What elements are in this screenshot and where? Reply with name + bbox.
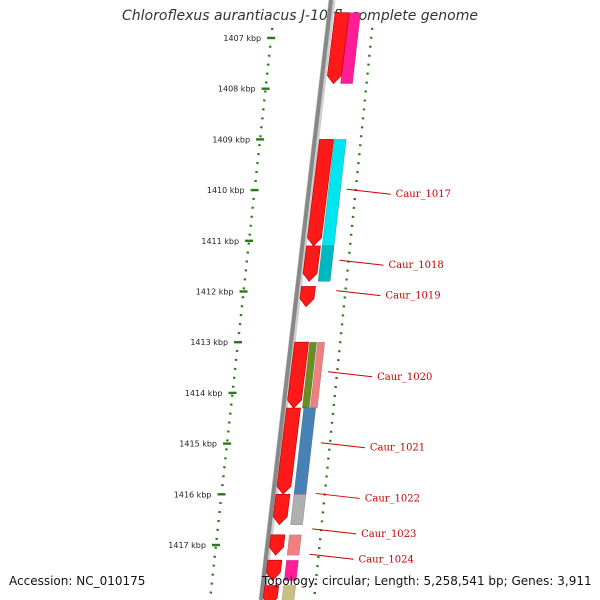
kbp-label: 1408 kbp [218, 85, 256, 94]
label-leader [309, 553, 354, 560]
ruler-rings [208, 27, 374, 600]
label-leader [346, 188, 391, 195]
accession-text: Accession: NC_010175 [9, 574, 146, 588]
gene-arrow [262, 585, 280, 600]
cog-block [290, 493, 307, 526]
kbp-label: 1411 kbp [201, 237, 239, 246]
gene-arrow [287, 341, 309, 409]
gene-arrow [299, 286, 316, 308]
gene-label: Caur_1017 [396, 189, 451, 200]
cog-block [309, 341, 326, 409]
cog-block [281, 585, 296, 600]
cog-block [283, 559, 299, 581]
kbp-label: 1415 kbp [179, 440, 217, 449]
label-leader [312, 528, 357, 535]
gene-label: Caur_1021 [370, 443, 425, 454]
gene-arrow [302, 245, 321, 282]
gene-label: Caur_1018 [388, 260, 443, 271]
gene-label: Caur_1020 [377, 372, 432, 383]
cog-block [317, 245, 335, 282]
gene-arrow [266, 559, 283, 581]
kbp-label: 1410 kbp [207, 186, 245, 195]
gene-arrow [269, 534, 286, 556]
kbp-label: 1407 kbp [223, 34, 261, 43]
genome-stats: Topology: circular; Length: 5,258,541 bp… [262, 574, 592, 588]
label-leader [328, 371, 373, 378]
label-leader [339, 259, 384, 266]
gene-track [262, 12, 350, 600]
cog-track [281, 12, 361, 600]
label-leader [320, 442, 365, 449]
map-title: Chloroflexus aurantiacus J-10-fl, comple… [122, 8, 478, 24]
cog-block [286, 534, 302, 556]
gene-label: Caur_1024 [359, 554, 414, 565]
gene-arrow [276, 407, 301, 495]
kbp-label: 1409 kbp [212, 135, 250, 144]
kbp-label: 1416 kbp [174, 490, 212, 499]
gene-arrow [272, 493, 291, 526]
gene-arrow [327, 12, 350, 85]
gene-arrow [307, 139, 334, 247]
genome-backbone [258, 0, 336, 600]
kbp-label: 1417 kbp [168, 541, 206, 550]
gene-label: Caur_1019 [385, 291, 440, 302]
kbp-label: 1412 kbp [196, 288, 234, 297]
kbp-label: 1413 kbp [190, 338, 228, 347]
label-leader [315, 492, 360, 499]
ruler-ring-left [208, 27, 274, 600]
gene-label: Caur_1023 [361, 529, 416, 540]
gene-labels: Caur_1017 Caur_1018 Caur_1019 Caur_1020 Caur… [309, 188, 451, 565]
backbone-line [259, 0, 333, 600]
kbp-label: 1414 kbp [185, 389, 223, 398]
kbp-ruler: 1407 kbp 1408 kbp 1409 kbp 1410 kbp 1411 kbp… [168, 34, 276, 550]
gene-label: Caur_1022 [365, 493, 420, 504]
label-leader [336, 290, 381, 297]
